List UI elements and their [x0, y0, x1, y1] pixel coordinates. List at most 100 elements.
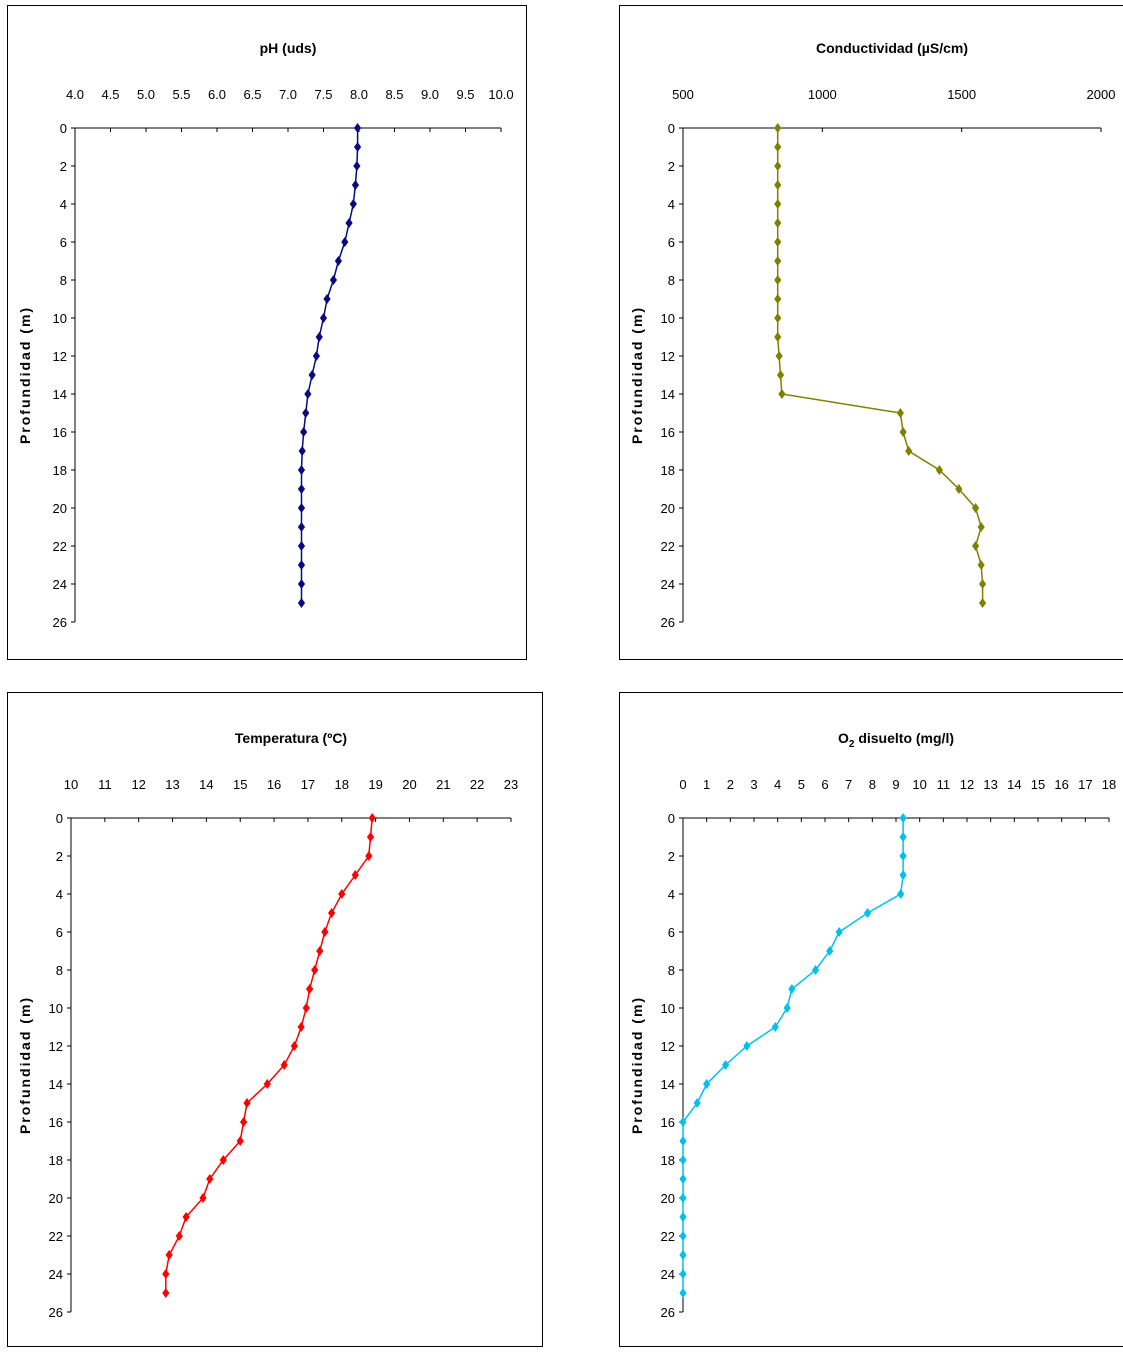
series-line [682, 818, 904, 1293]
data-point [811, 965, 820, 975]
y-tick-label: 14 [661, 387, 675, 402]
y-tick-label: 20 [53, 501, 67, 516]
data-point [774, 180, 782, 190]
data-point [693, 1098, 701, 1108]
data-point [302, 1003, 310, 1013]
y-tick-label: 6 [56, 925, 63, 940]
data-point [162, 1269, 170, 1279]
x-tick-label: 6 [821, 777, 828, 792]
x-tick-label: 15 [1031, 777, 1045, 792]
y-tick-label: 0 [668, 121, 675, 136]
y-tick-label: 4 [668, 197, 675, 212]
data-point [679, 1269, 687, 1279]
y-tick-label: 14 [53, 387, 67, 402]
data-point [365, 851, 373, 861]
y-tick-label: 24 [53, 577, 67, 592]
y-tick-label: 0 [56, 811, 63, 826]
x-tick-label: 17 [301, 777, 315, 792]
data-point [774, 313, 782, 323]
y-tick-label: 22 [661, 1229, 675, 1244]
chart-title: Temperatura (ºC) [235, 730, 347, 746]
x-tick-label: 1 [703, 777, 710, 792]
x-tick-label: 19 [368, 777, 382, 792]
data-point [896, 408, 904, 418]
data-point [774, 218, 782, 228]
chart-temperatura: Temperatura (ºC) 10 11 12 13 14 15 16 17 18 19 20 21… [7, 692, 543, 1347]
chart-title-rest: disuelto (mg/l) [854, 730, 954, 746]
chart-oxigeno-svg: O2 disuelto (mg/l)0 1 2 3 4 5 6 7 8 9 10 11 12 13 14 15… [629, 730, 1116, 1320]
data-point [297, 598, 306, 608]
data-point [679, 1231, 687, 1241]
data-point [835, 927, 843, 937]
y-tick-label: 24 [49, 1267, 63, 1282]
x-tick-label: 10 [64, 777, 78, 792]
x-tick-label: 1000 [808, 87, 837, 102]
data-point [774, 237, 782, 247]
data-point [206, 1174, 214, 1184]
data-point [236, 1136, 244, 1146]
y-tick-label: 26 [661, 615, 675, 630]
data-point [679, 1117, 687, 1127]
x-tick-label: 9.5 [456, 87, 474, 102]
chart-ph-svg: pH (uds) 4.0 4.5 5.0 5.5 6.0 6.5 7.0 7.5 8.0 8.5 9.… [17, 40, 514, 630]
data-point [771, 1022, 779, 1032]
data-point [679, 1250, 687, 1260]
data-point [175, 1231, 183, 1241]
data-point [905, 446, 913, 456]
series-line [165, 817, 373, 1293]
y-tick-label: 14 [49, 1077, 63, 1092]
data-point [263, 1079, 271, 1089]
y-tick-label: 20 [661, 1191, 675, 1206]
data-point [328, 908, 336, 918]
x-tick-label: 14 [199, 777, 213, 792]
x-tick-label: 10.0 [488, 87, 513, 102]
data-point [778, 389, 786, 399]
chart-title: pH (uds) [260, 40, 317, 56]
x-tick-label: 13 [983, 777, 997, 792]
chart-title-main: O [838, 730, 849, 746]
data-point [302, 408, 310, 418]
y-tick-label: 10 [661, 311, 675, 326]
y-tick-label: 10 [53, 311, 67, 326]
x-tick-label: 0 [679, 777, 686, 792]
data-point [297, 541, 306, 551]
x-tick-label: 11 [98, 777, 112, 792]
data-point [774, 275, 782, 285]
x-tick-label: 7.5 [314, 87, 332, 102]
y-tick-label: 12 [661, 349, 675, 364]
data-point [321, 927, 329, 937]
x-tick-label: 18 [1102, 777, 1116, 792]
x-tick-label: 12 [131, 777, 145, 792]
y-tick-label: 26 [661, 1305, 675, 1320]
data-point [334, 256, 343, 266]
y-tick-label: 20 [49, 1191, 63, 1206]
data-point [977, 522, 985, 532]
data-point [978, 579, 987, 589]
x-tick-label: 3 [750, 777, 757, 792]
x-tick-label: 23 [504, 777, 518, 792]
data-point [345, 218, 353, 228]
x-tick-label: 5 [798, 777, 805, 792]
data-point [219, 1155, 227, 1165]
y-tick-label: 24 [661, 577, 675, 592]
x-tick-label: 7.0 [279, 87, 297, 102]
x-tick-label: 20 [402, 777, 416, 792]
y-tick-label: 18 [661, 463, 675, 478]
chart-ph: pH (uds) 4.0 4.5 5.0 5.5 6.0 6.5 7.0 7.5 8.0 8.5 9.… [7, 5, 527, 660]
data-point [297, 503, 306, 513]
data-point [351, 180, 360, 190]
chart-title: O2 disuelto (mg/l) [838, 730, 954, 750]
data-point [304, 389, 312, 399]
data-point [297, 560, 306, 570]
x-tick-label: 15 [233, 777, 247, 792]
y-tick-label: 12 [49, 1039, 63, 1054]
y-tick-label: 8 [56, 963, 63, 978]
data-point [353, 123, 362, 133]
data-point [290, 1041, 298, 1051]
y-tick-label: 0 [60, 121, 67, 136]
data-point [776, 370, 785, 380]
data-point [297, 484, 306, 494]
x-tick-label: 2000 [1087, 87, 1116, 102]
data-point [679, 1212, 687, 1222]
data-point [297, 579, 306, 589]
